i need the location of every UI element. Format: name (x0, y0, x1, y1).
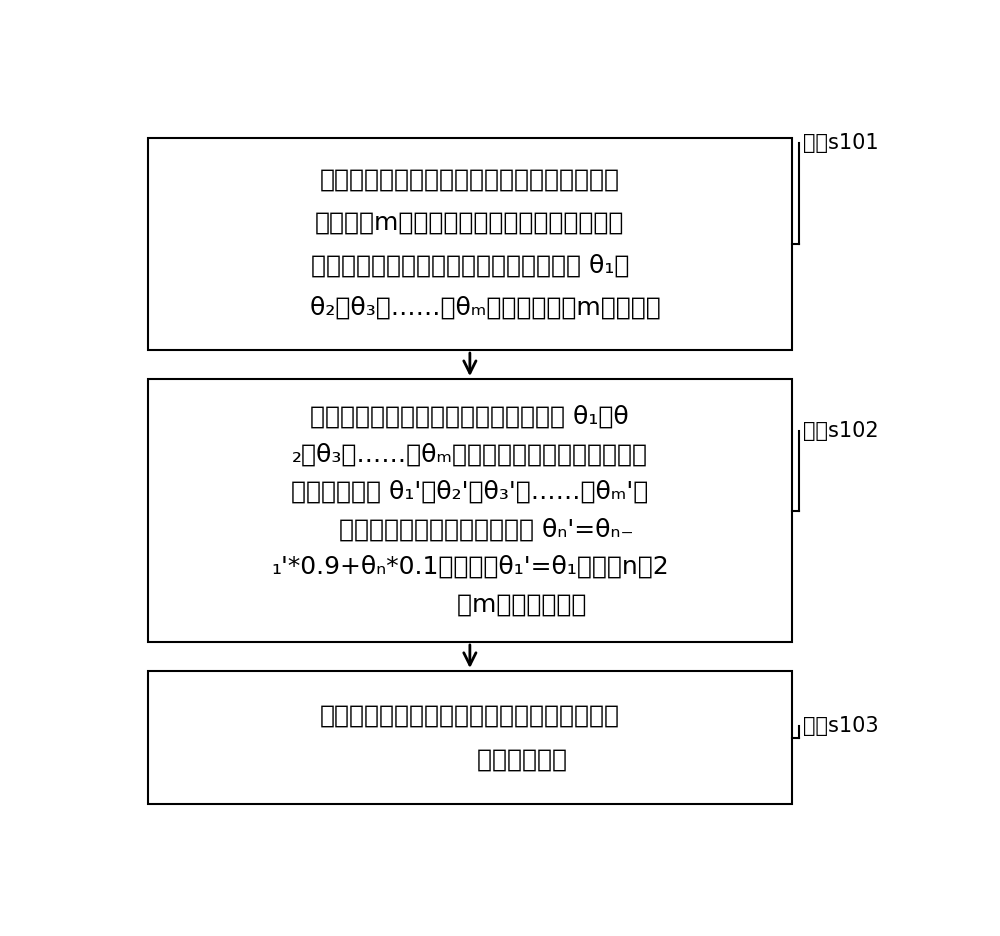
Text: ₂、θ₃、……、θₘ进行趋势化处理，得到对应的: ₂、θ₃、……、θₘ进行趋势化处理，得到对应的 (292, 442, 648, 466)
Bar (148, 379, 792, 642)
Text: 化阻抗波形图: 化阻抗波形图 (373, 748, 567, 772)
Text: 分别对电缆芯对地电压和漏电流进行周期性采: 分别对电缆芯对地电压和漏电流进行周期性采 (320, 168, 620, 192)
Text: 分别进行相除处理，对应得到对地阻抗值 θ₁、: 分别进行相除处理，对应得到对地阻抗值 θ₁、 (311, 253, 629, 277)
Text: 至m中的任意整数: 至m中的任意整数 (353, 592, 587, 617)
Text: 步骤s103: 步骤s103 (803, 716, 879, 737)
Text: ₁'*0.9+θₙ*0.1，其中，θ₁'=θ₁，所述n为2: ₁'*0.9+θₙ*0.1，其中，θ₁'=θ₁，所述n为2 (271, 555, 669, 578)
Bar (148, 138, 792, 350)
Text: 依据趋势化处理公式对所述对地阻抗值 θ₁、θ: 依据趋势化处理公式对所述对地阻抗值 θ₁、θ (310, 404, 629, 429)
Text: 趋势化阻抗值 θ₁'、θ₂'、θ₃'、……、θₘ'，: 趋势化阻抗值 θ₁'、θ₂'、θ₃'、……、θₘ'， (291, 480, 648, 504)
Text: θ₂、θ₃、……、θₘ，其中，所述m为正整数: θ₂、θ₃、……、θₘ，其中，所述m为正整数 (278, 296, 661, 319)
Text: 其中，所述趋势化处理公式为 θₙ'=θₙ₋: 其中，所述趋势化处理公式为 θₙ'=θₙ₋ (307, 518, 633, 541)
Text: 步骤s102: 步骤s102 (803, 421, 879, 441)
Text: 步骤s101: 步骤s101 (803, 133, 879, 153)
Bar (148, 671, 792, 804)
Text: 对所述趋势化阻抗值进行波形转换，得到趋势: 对所述趋势化阻抗值进行波形转换，得到趋势 (320, 703, 620, 727)
Text: 样，得到m组所述电缆芯对地电压和漏电流并: 样，得到m组所述电缆芯对地电压和漏电流并 (315, 211, 625, 235)
